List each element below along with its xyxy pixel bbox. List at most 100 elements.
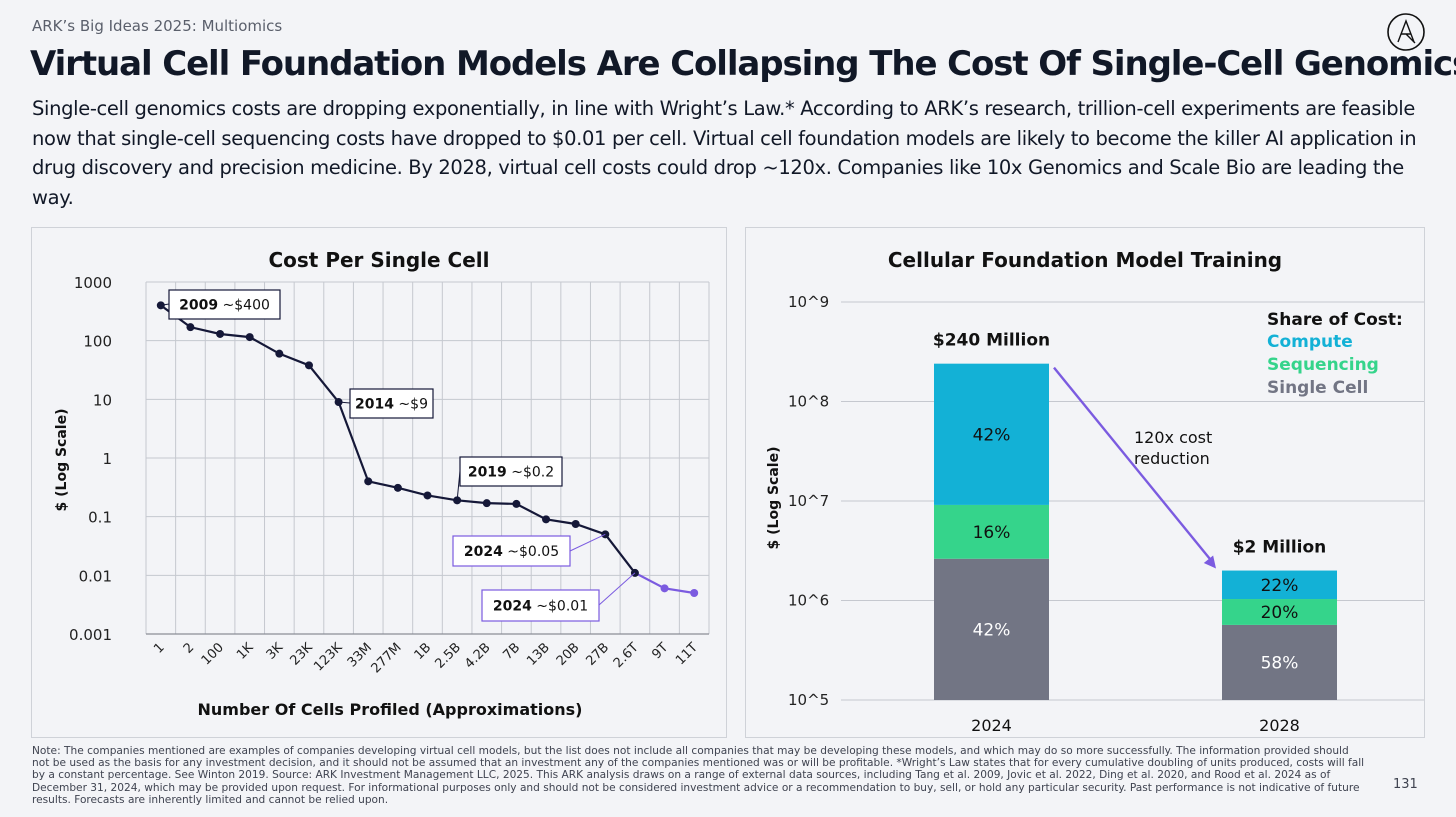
bar-segment-compute (1222, 570, 1337, 600)
callout-label: 2019 ~$0.2 (468, 465, 554, 481)
callout-label: 2024 ~$0.05 (464, 544, 559, 560)
data-point (571, 519, 580, 528)
cost-per-cell-panel: Cost Per Single Cell 1000 100 10 1 0.1 0.01 0.… (31, 227, 727, 738)
legend-item-compute: Compute (1267, 332, 1353, 352)
segment-share-label: 58% (1261, 653, 1299, 673)
segment-share-label: 42% (973, 620, 1011, 640)
x-tick-label: 2024 (971, 716, 1012, 735)
callout-leader (598, 572, 636, 606)
line-chart-xlabel: Number Of Cells Profiled (Approximations… (198, 700, 583, 719)
x-tick-label: 1 (151, 640, 167, 656)
page-number: 131 (1393, 777, 1418, 792)
bar-chart-ylabel: $ (Log Scale) (766, 447, 782, 550)
callout-value: ~$0.05 (503, 544, 559, 560)
x-tick-label: 2.6T (611, 640, 642, 671)
line-chart-title: Cost Per Single Cell (268, 248, 489, 272)
page-title: Virtual Cell Foundation Models Are Colla… (30, 44, 1456, 84)
segment-share-label: 20% (1261, 603, 1299, 623)
y-tick-label: 10^8 (788, 393, 829, 411)
y-tick-label: 10 (93, 391, 112, 409)
data-point (275, 349, 284, 358)
callout-year: 2024 (493, 599, 532, 615)
y-tick-label: 1 (102, 450, 112, 468)
callout-value: ~$9 (394, 397, 428, 413)
callout-value: ~$0.01 (532, 599, 588, 615)
data-point (542, 515, 551, 524)
data-point (186, 323, 195, 332)
callout-label: 2024 ~$0.01 (493, 599, 588, 615)
callout-year: 2024 (464, 544, 503, 560)
callout-year: 2014 (355, 397, 394, 413)
callout-value: ~$0.2 (507, 465, 554, 481)
bar-total-label: $2 Million (1233, 538, 1327, 558)
x-tick-label: 100 (199, 640, 227, 668)
x-tick-label: 2028 (1259, 716, 1300, 735)
segment-share-label: 42% (973, 425, 1011, 445)
callout-label: 2009 ~$400 (179, 298, 270, 314)
bar-chart-title: Cellular Foundation Model Training (888, 248, 1282, 272)
bar-segment-single-cell (934, 558, 1049, 700)
foundation-model-panel: Cellular Foundation Model Training 10^9 1… (745, 227, 1425, 738)
bar-segment-single-cell (1222, 624, 1337, 700)
x-tick-label: 27B (584, 640, 613, 669)
foundation-model-chart: Cellular Foundation Model Training 10^9 1… (766, 248, 1424, 735)
data-point (482, 499, 491, 508)
y-tick-label: 10^6 (788, 592, 829, 610)
callout-box (459, 456, 563, 487)
footnote: Note: The companies mentioned are exampl… (32, 745, 1365, 806)
y-tick-label: 10^7 (788, 492, 829, 510)
data-point (216, 329, 225, 338)
x-tick-label: 11T (673, 640, 701, 668)
line-chart-ylabel: $ (Log Scale) (54, 409, 70, 512)
x-tick-label: 2.5B (432, 640, 464, 672)
data-point (660, 584, 669, 593)
data-point (156, 301, 165, 310)
data-point (393, 483, 402, 492)
series-line-historical (160, 304, 636, 574)
y-tick-label: 0.001 (69, 626, 112, 644)
segment-share-label: 16% (973, 523, 1011, 543)
y-tick-label: 10^5 (788, 691, 829, 709)
data-point (245, 333, 254, 342)
reduction-arrow-head (1203, 555, 1216, 569)
bar-segment-sequencing (1222, 599, 1337, 625)
data-point (364, 477, 373, 486)
data-point (512, 499, 521, 508)
y-tick-label: 0.01 (79, 567, 112, 585)
cost-per-cell-chart: Cost Per Single Cell 1000 100 10 1 0.1 0.01 0.… (54, 248, 710, 719)
x-tick-label: 2 (181, 640, 197, 656)
bar-segment-compute (934, 363, 1049, 505)
bar-total-label: $240 Million (933, 331, 1050, 351)
x-tick-label: 20B (554, 640, 583, 669)
callout-box (452, 535, 571, 567)
x-tick-label: 1B (412, 640, 435, 663)
callout-year: 2009 (179, 298, 218, 314)
callout-box (349, 388, 434, 419)
data-point (690, 588, 699, 597)
bar-segment-sequencing (934, 504, 1049, 559)
reduction-label: reduction (1134, 449, 1210, 468)
reduction-arrow (1053, 366, 1213, 563)
y-tick-label: 10^9 (788, 293, 829, 311)
callout-year: 2019 (468, 465, 507, 481)
data-point (304, 361, 313, 370)
callout-leader (569, 533, 606, 552)
y-tick-label: 0.1 (88, 509, 112, 527)
reduction-label: 120x cost (1134, 428, 1212, 447)
ark-logo-icon (1387, 13, 1425, 51)
y-tick-label: 1000 (74, 274, 112, 292)
callout-label: 2014 ~$9 (355, 397, 428, 413)
x-tick-label: 1K (234, 640, 257, 663)
x-tick-label: 123K (311, 640, 346, 675)
subtitle: Single-cell genomics costs are dropping … (32, 97, 1417, 209)
x-tick-label: 13B (524, 640, 553, 669)
segment-share-label: 22% (1261, 576, 1299, 596)
legend-item-single-cell: Single Cell (1267, 378, 1368, 398)
data-point (423, 491, 432, 500)
legend-item-sequencing: Sequencing (1267, 355, 1379, 375)
callout-value: ~$400 (218, 298, 270, 314)
x-tick-label: 7B (500, 640, 523, 663)
x-tick-label: 3K (264, 640, 287, 663)
x-tick-label: 4.2B (462, 640, 494, 672)
callout-leader (160, 303, 170, 306)
